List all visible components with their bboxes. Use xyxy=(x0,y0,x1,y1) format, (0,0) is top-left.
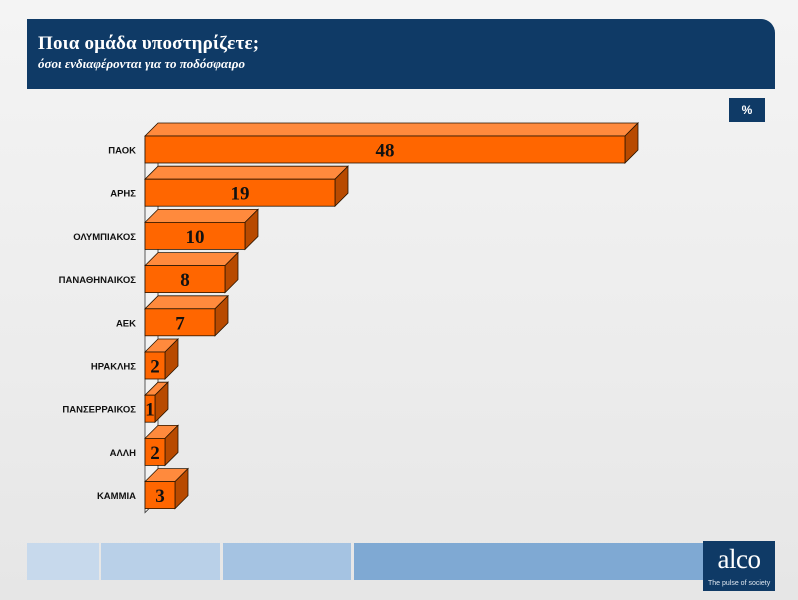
bar-top-face xyxy=(144,165,349,180)
data-label: 1 xyxy=(145,400,155,421)
category-label: ΠΑΝΣΕΡΡΑΙΚΟΣ xyxy=(62,405,136,416)
bar-top-face xyxy=(144,252,239,267)
unit-badge: % xyxy=(729,98,765,122)
chart-title: Ποια ομάδα υποστηρίζετε; xyxy=(38,33,260,54)
data-label: 2 xyxy=(150,357,160,378)
bar xyxy=(144,135,626,164)
footer-segment xyxy=(101,543,220,580)
data-label: 3 xyxy=(155,486,165,507)
footer-segment xyxy=(27,543,99,580)
alco-logo: alco The pulse of society xyxy=(703,541,775,591)
logo-wordmark: alco xyxy=(717,544,761,574)
category-label: ΠΑΝΑΘΗΝΑΙΚΟΣ xyxy=(59,275,137,286)
data-label: 19 xyxy=(231,184,250,205)
bar xyxy=(144,265,226,294)
bar xyxy=(144,437,166,466)
data-label: 7 xyxy=(175,313,185,334)
category-label: ΑΛΛΗ xyxy=(110,448,137,459)
header-banner: Ποια ομάδα υποστηρίζετε; όσοι ενδιαφέρον… xyxy=(27,19,775,89)
footer-segment xyxy=(223,543,351,580)
bar xyxy=(144,481,176,510)
category-label: ΠΑΟΚ xyxy=(108,146,136,157)
data-label: 48 xyxy=(376,141,395,162)
data-label: 2 xyxy=(150,443,160,464)
bar-top-face xyxy=(144,122,639,137)
bar xyxy=(144,394,156,423)
bar xyxy=(144,351,166,380)
bar-top-face xyxy=(144,208,259,223)
category-label: ΗΡΑΚΛΗΣ xyxy=(91,362,136,373)
category-label: ΑΡΗΣ xyxy=(110,189,136,200)
bar-top-face xyxy=(144,295,229,310)
data-label: 10 xyxy=(186,227,205,248)
data-label: 8 xyxy=(180,270,190,291)
category-label: ΚΑΜΜΙΑ xyxy=(97,491,136,502)
chart-subtitle: όσοι ενδιαφέρονται για το ποδόσφαιρο xyxy=(38,56,245,71)
bar xyxy=(144,308,216,337)
category-label: ΑΕΚ xyxy=(116,318,136,329)
footer-segment xyxy=(354,543,727,580)
category-label: ΟΛΥΜΠΙΑΚΟΣ xyxy=(73,232,136,243)
bar xyxy=(144,221,246,250)
logo-tagline: The pulse of society xyxy=(708,580,771,587)
bar xyxy=(144,178,336,207)
